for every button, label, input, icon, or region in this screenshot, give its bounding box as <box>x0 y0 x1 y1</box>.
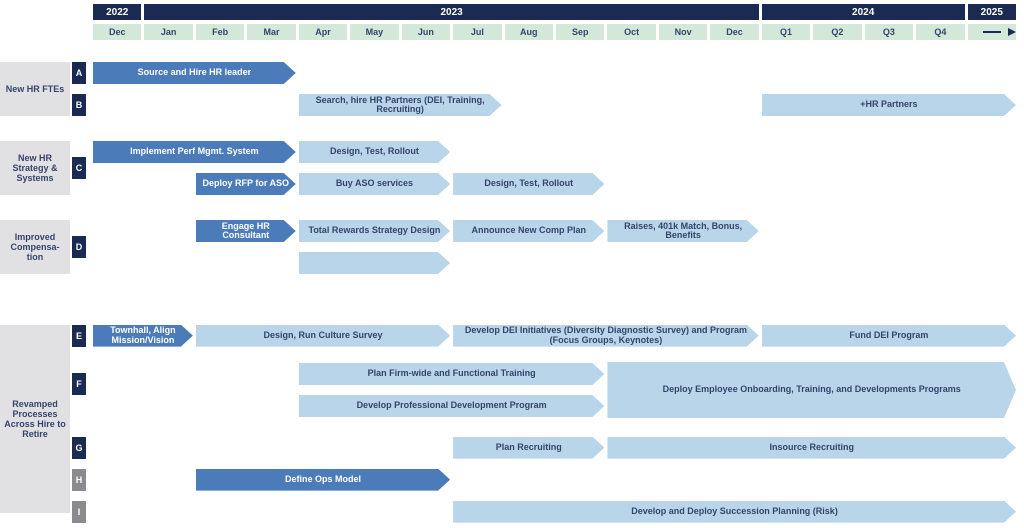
gantt-bar: Total Rewards Strategy Design <box>299 220 450 242</box>
month-band: Nov <box>659 24 707 40</box>
gantt-bar: Deploy RFP for ASO <box>196 173 296 195</box>
year-band: 2025 <box>968 4 1016 20</box>
row-letter: G <box>72 437 86 459</box>
year-band: 2023 <box>144 4 758 20</box>
gantt-bar: Develop DEI Initiatives (Diversity Diagn… <box>453 325 759 347</box>
month-band: Dec <box>93 24 141 40</box>
gantt-bar: Design, Test, Rollout <box>299 141 450 163</box>
gantt-bar: Buy ASO services <box>299 173 450 195</box>
month-band: Jul <box>453 24 501 40</box>
year-band: 2022 <box>93 4 141 20</box>
row-letter: B <box>72 94 86 116</box>
gantt-bar: Define Ops Model <box>196 469 450 491</box>
month-band: Jun <box>402 24 450 40</box>
month-band: Q3 <box>865 24 913 40</box>
gantt-chart: 2022202320242025DecJanFebMarAprMayJunJul… <box>0 0 1024 528</box>
month-band: May <box>350 24 398 40</box>
row-letter: H <box>72 469 86 491</box>
gantt-bar: Deploy Employee Onboarding, Training, an… <box>607 362 1016 418</box>
row-letter: E <box>72 325 86 347</box>
month-band: Oct <box>607 24 655 40</box>
gantt-bar: Plan Firm-wide and Functional Training <box>299 363 605 385</box>
gantt-bar: Design, Run Culture Survey <box>196 325 450 347</box>
gantt-bar: Implement Perf Mgmt. System <box>93 141 296 163</box>
gantt-bar: Plan Recruiting <box>453 437 604 459</box>
month-band: Dec <box>710 24 758 40</box>
category-label: Revamped Processes Across Hire to Retire <box>0 325 70 513</box>
row-letter: A <box>72 62 86 84</box>
month-band: Sep <box>556 24 604 40</box>
gantt-bar: Raises, 401k Match, Bonus, Benefits <box>607 220 758 242</box>
gantt-bar: Announce New Comp Plan <box>453 220 604 242</box>
year-band: 2024 <box>762 4 965 20</box>
month-band: Feb <box>196 24 244 40</box>
month-band: Apr <box>299 24 347 40</box>
month-band: Mar <box>247 24 295 40</box>
gantt-bar: Source and Hire HR leader <box>93 62 296 84</box>
gantt-bar: Engage HR Consultant <box>196 220 296 242</box>
gantt-bar: Search, hire HR Partners (DEI, Training,… <box>299 94 502 116</box>
gantt-bar: Townhall, Align Mission/Vision <box>93 325 193 347</box>
gantt-bar: Fund DEI Program <box>762 325 1016 347</box>
category-label: New HR FTEs <box>0 62 70 116</box>
gantt-bar: Design, Test, Rollout <box>453 173 604 195</box>
row-letter: F <box>72 373 86 395</box>
gantt-bar: Insource Recruiting <box>607 437 1016 459</box>
month-band: Jan <box>144 24 192 40</box>
month-band: Q4 <box>916 24 964 40</box>
category-label: New HR Strategy & Systems <box>0 141 70 195</box>
month-band: Q2 <box>813 24 861 40</box>
row-letter: C <box>72 157 86 179</box>
month-band: Aug <box>505 24 553 40</box>
gantt-bar <box>299 252 450 274</box>
gantt-bar: +HR Partners <box>762 94 1016 116</box>
row-letter: I <box>72 501 86 523</box>
gantt-bar: Develop and Deploy Succession Planning (… <box>453 501 1016 523</box>
month-band: Q1 <box>762 24 810 40</box>
row-letter: D <box>72 236 86 258</box>
month-band <box>968 24 1016 40</box>
gantt-bar: Develop Professional Development Program <box>299 395 605 417</box>
category-label: Improved Compensa-tion <box>0 220 70 274</box>
